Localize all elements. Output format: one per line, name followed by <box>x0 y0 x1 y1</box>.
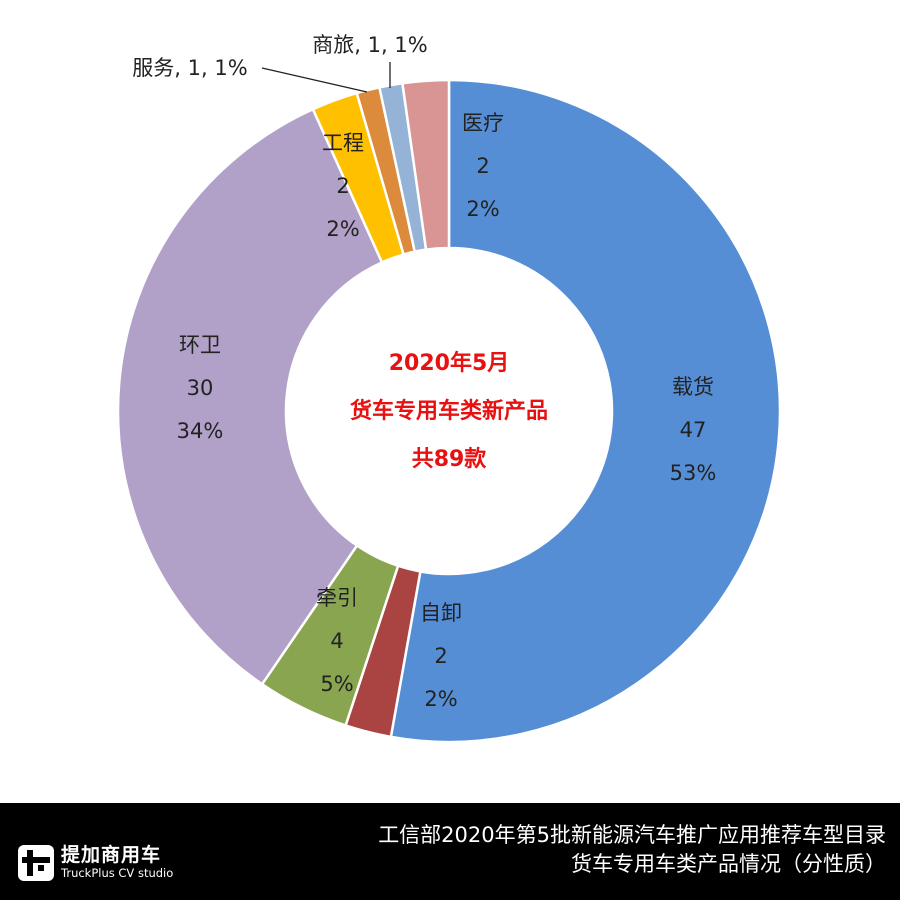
label-value: 2 <box>434 644 447 668</box>
label-value: 47 <box>680 418 707 442</box>
logo: 提加商用车 TruckPlus CV studio <box>18 845 173 881</box>
label-name: 工程 <box>322 131 364 155</box>
center-text-line3: 共89款 <box>412 446 488 472</box>
center-text-line1: 2020年5月 <box>389 350 510 376</box>
slice-医疗 <box>401 78 451 252</box>
donut-chart: 载货 47 53% 自卸 2 2% 牵引 4 5% 环卫 30 34% 工程 2 2% 服务, 1, 1% 商旅… <box>116 33 782 744</box>
footer-banner: 提加商用车 TruckPlus CV studio 工信部2020年第5批新能源… <box>0 803 900 900</box>
label-percent: 5% <box>320 672 353 696</box>
label-percent: 53% <box>670 461 717 485</box>
logo-name-cn: 提加商用车 <box>61 844 162 867</box>
center-text-line2: 货车专用车类新产品 <box>350 398 548 424</box>
data-label: 服务, 1, 1% <box>132 56 247 80</box>
label-value: 2 <box>476 154 489 178</box>
label-name: 医疗 <box>462 111 504 135</box>
label-name: 环卫 <box>179 333 221 357</box>
label-percent: 2% <box>424 687 457 711</box>
label-value: 30 <box>187 376 214 400</box>
data-label: 商旅, 1, 1% <box>312 33 427 57</box>
logo-name-en: TruckPlus CV studio <box>61 866 174 881</box>
label-value: 4 <box>330 629 343 653</box>
label-value: 2 <box>336 174 349 198</box>
label-percent: 2% <box>326 217 359 241</box>
label-percent: 2% <box>466 197 499 221</box>
label-name: 牵引 <box>316 586 358 610</box>
logo-icon <box>18 845 54 881</box>
slice-环卫 <box>116 107 384 686</box>
slice-载货 <box>389 78 782 744</box>
label-name: 载货 <box>672 375 714 399</box>
footer-title-line1: 工信部2020年第5批新能源汽车推广应用推荐车型目录 <box>378 823 886 847</box>
label-percent: 34% <box>177 419 224 443</box>
leader-line <box>261 67 368 93</box>
label-name: 自卸 <box>420 601 462 625</box>
footer-title-line2: 货车专用车类产品情况（分性质） <box>571 852 886 876</box>
